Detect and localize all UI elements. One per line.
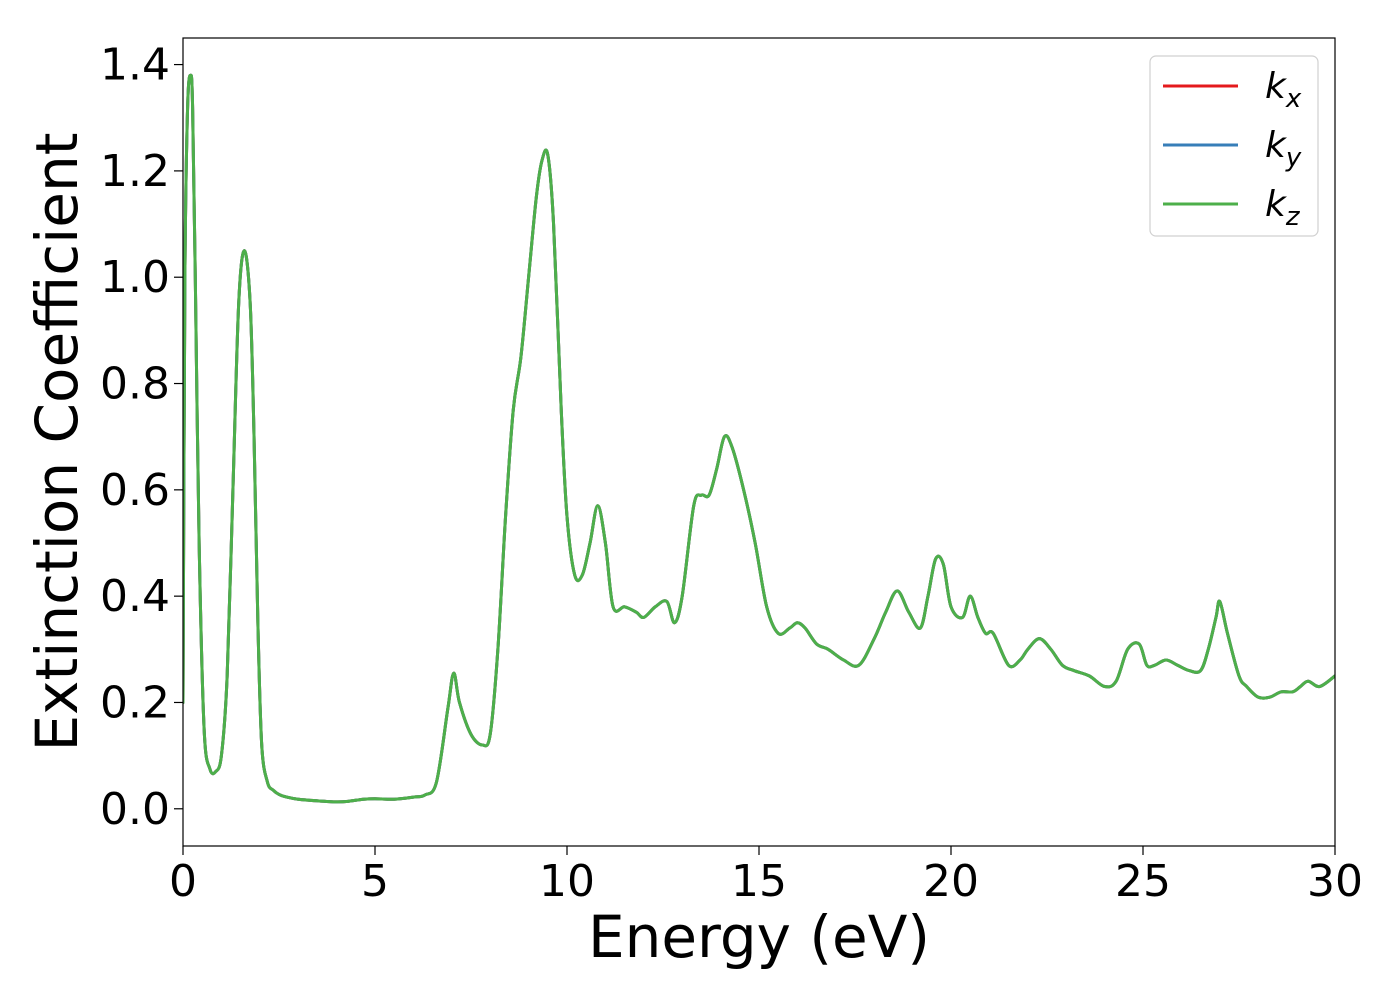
y-tick-label: 0.4 [100, 571, 170, 622]
x-tick-label: 0 [169, 856, 197, 907]
x-tick-label: 15 [731, 856, 787, 907]
x-tick-label: 10 [539, 856, 595, 907]
x-tick-label: 25 [1115, 856, 1171, 907]
legend-label-ky: ky [1265, 125, 1302, 173]
y-tick-label: 1.0 [100, 252, 170, 303]
x-tick-label: 20 [923, 856, 979, 907]
x-axis-label: Energy (eV) [588, 903, 930, 971]
x-tick-label: 5 [361, 856, 389, 907]
plot-area [183, 73, 1335, 804]
y-tick-label: 0.8 [100, 359, 170, 410]
x-tick-label: 30 [1307, 856, 1363, 907]
x-axis-ticks: 0 5 10 15 20 25 30 [169, 846, 1363, 907]
y-axis-label: Extinction Coefficient [23, 133, 91, 752]
legend-label-kz: kz [1265, 184, 1301, 232]
legend: kx ky kz [1149, 55, 1319, 237]
y-tick-label: 1.2 [100, 146, 170, 197]
y-tick-label: 0.2 [100, 677, 170, 728]
legend-label-kx: kx [1265, 66, 1302, 114]
y-axis-ticks: 0.0 0.2 0.4 0.6 0.8 1.0 1.2 1.4 [100, 40, 183, 835]
y-tick-label: 0.6 [100, 465, 170, 516]
y-tick-label: 0.0 [100, 784, 170, 835]
series-line-kz [183, 73, 1335, 804]
plot-frame [182, 37, 1336, 847]
y-tick-label: 1.4 [100, 40, 170, 91]
